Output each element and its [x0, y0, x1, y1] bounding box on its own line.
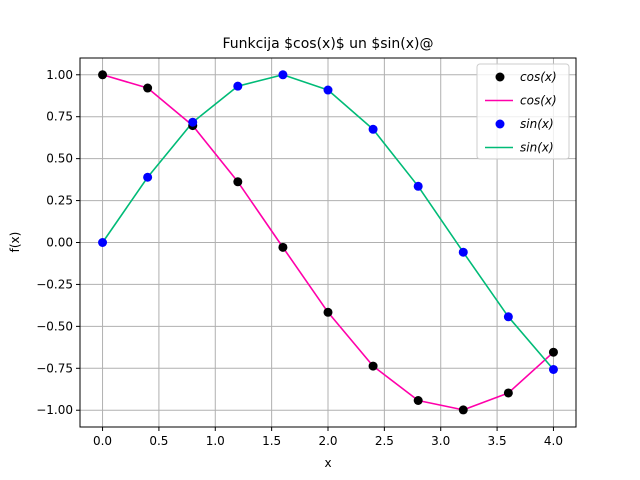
y-tick-label: 0.00 [46, 236, 73, 250]
y-tick-label: 0.75 [46, 110, 73, 124]
sinx-point [323, 85, 333, 95]
x-tick-label: 1.0 [206, 434, 225, 448]
y-tick-label: −1.00 [36, 403, 73, 417]
legend-box [476, 63, 570, 160]
cosx-point [143, 83, 153, 93]
y-tick-label: 0.50 [46, 152, 73, 166]
y-tick-label: −0.25 [36, 277, 73, 291]
x-tick-label: 3.0 [431, 434, 450, 448]
sinx-point [413, 181, 423, 191]
sinx-point [503, 312, 513, 322]
x-tick-label: 3.5 [488, 434, 507, 448]
sinx-point [233, 81, 243, 91]
cosx-point [503, 388, 513, 398]
series-points [98, 70, 558, 415]
cosx-point [548, 347, 558, 357]
cosx-point [278, 242, 288, 252]
y-tick-label: 1.00 [46, 68, 73, 82]
y-axis-label: f(x) [8, 232, 22, 253]
y-tick-label: −0.50 [36, 319, 73, 333]
sinx-point [143, 172, 153, 182]
x-tick-label: 2.0 [318, 434, 337, 448]
legend-label: cos(x) [520, 70, 557, 84]
x-tick-label: 1.5 [262, 434, 281, 448]
legend-label: sin(x) [520, 117, 554, 131]
x-axis-label: x [324, 456, 331, 470]
cosx-point [413, 395, 423, 405]
sinx-point [188, 117, 198, 127]
legend-cosx-marker [495, 72, 505, 82]
sinx-point [368, 124, 378, 134]
chart-title: Funkcija $cos(x)$ un $sin(x)@ [222, 36, 433, 52]
x-tick-label: 0.0 [93, 434, 112, 448]
sinx-point [278, 70, 288, 80]
cosx-point [368, 361, 378, 371]
x-tick-label: 2.5 [375, 434, 394, 448]
legend-label: sin(x) [520, 141, 554, 155]
sinx-point [548, 364, 558, 374]
sinx-point [98, 238, 108, 247]
x-tick-label: 4.0 [544, 434, 563, 448]
y-tick-label: 0.25 [46, 194, 73, 208]
legend-sinx-marker [495, 119, 505, 129]
y-axis-ticks: −1.00 −0.75 −0.50 −0.25 0.00 0.25 0.50 0.75 1.00 [36, 68, 80, 417]
x-axis-ticks: 0.0 0.5 1.0 1.5 2.0 2.5 3.0 3.5 4.0 [93, 427, 563, 448]
legend: cos(x) cos(x) sin(x) sin(x) [476, 63, 570, 160]
cosx-point [98, 70, 108, 80]
cosx-point [458, 405, 468, 415]
cosx-point [233, 177, 243, 187]
y-tick-label: −0.75 [36, 361, 73, 375]
legend-label: cos(x) [520, 94, 557, 108]
cosx-point [323, 307, 333, 317]
x-tick-label: 0.5 [149, 434, 168, 448]
sinx-point [458, 247, 468, 257]
